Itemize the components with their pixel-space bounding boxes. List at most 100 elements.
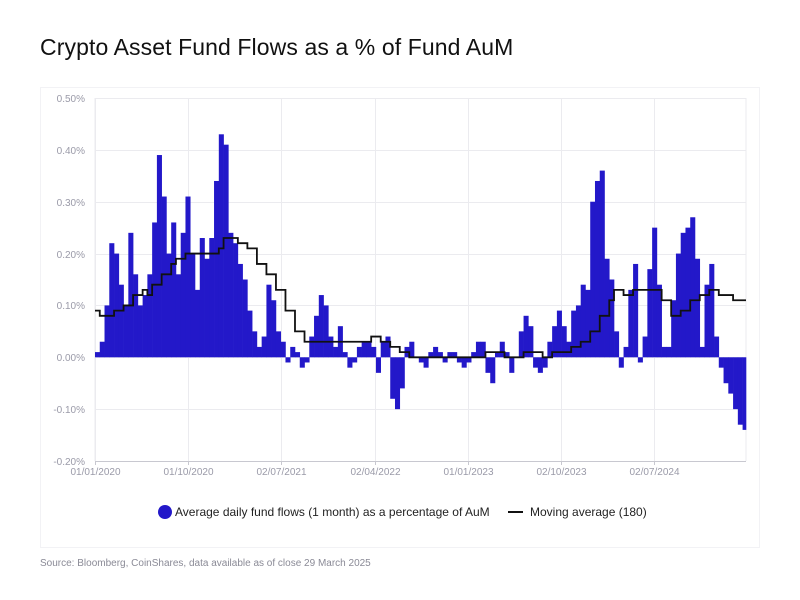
flow-bar <box>480 341 486 358</box>
flow-bar <box>499 341 505 358</box>
flow-bar <box>109 243 115 358</box>
flow-bar <box>361 341 367 358</box>
flow-bar <box>666 346 672 358</box>
flow-bar <box>375 357 381 373</box>
y-tick-label: 0.40% <box>57 146 85 157</box>
flow-bar <box>590 201 596 358</box>
flow-bar <box>528 326 534 358</box>
flow-bar <box>275 331 282 358</box>
flow-bar <box>166 253 172 358</box>
flow-bar <box>342 352 348 358</box>
flow-bar <box>185 196 191 358</box>
flow-bar <box>618 357 624 368</box>
x-tick-label: 02/04/2022 <box>350 467 400 478</box>
flow-bar <box>533 357 539 368</box>
flow-bar <box>652 227 658 358</box>
flow-bar <box>256 346 262 358</box>
flow-bar <box>347 357 353 368</box>
flow-bar <box>271 300 277 358</box>
y-tick-label: 0.30% <box>57 198 85 209</box>
flow-bar <box>642 336 648 358</box>
flow-bar <box>637 357 643 363</box>
flow-bar <box>490 357 496 384</box>
flow-bar <box>156 155 162 358</box>
x-tick-label: 02/07/2021 <box>256 467 306 478</box>
flow-bar <box>452 352 458 358</box>
flow-bar <box>671 300 677 358</box>
y-tick-label: 0.20% <box>57 250 85 261</box>
flow-bar <box>585 289 591 358</box>
flow-bar <box>604 258 610 358</box>
flow-bar <box>423 357 429 368</box>
legend-label-moving-average: Moving average (180) <box>530 505 647 519</box>
flow-bar <box>261 336 267 358</box>
flow-bar <box>518 331 524 358</box>
flow-bar <box>214 180 220 358</box>
flow-bar <box>556 310 562 358</box>
flow-bar <box>737 357 743 425</box>
flow-bar <box>266 284 272 358</box>
flow-bar <box>237 263 243 358</box>
x-tick-label: 02/10/2023 <box>536 467 586 478</box>
flow-bar <box>609 279 615 358</box>
flow-bar <box>299 357 305 368</box>
flow-bar <box>223 144 229 358</box>
flow-bar <box>366 341 372 358</box>
flow-bar <box>333 346 339 358</box>
flow-bar <box>314 315 320 358</box>
flow-bar <box>328 336 334 358</box>
flow-bar <box>647 269 653 358</box>
flow-bar <box>142 295 148 358</box>
flow-bar <box>542 357 548 368</box>
flow-bar <box>409 341 415 358</box>
flow-bar <box>656 284 662 358</box>
flow-bar <box>123 305 129 358</box>
flow-bar <box>733 357 739 410</box>
flow-bar <box>433 346 439 358</box>
flow-bar <box>152 222 158 358</box>
flow-bar <box>285 357 291 363</box>
flow-bar <box>147 274 153 358</box>
flow-bar <box>547 341 553 358</box>
flow-bar <box>118 284 124 358</box>
flow-bar <box>209 238 215 358</box>
flow-bar <box>290 346 296 358</box>
y-tick-label: -0.20% <box>53 457 85 468</box>
flow-bar <box>318 295 324 358</box>
flow-bar <box>594 180 601 358</box>
flow-bar <box>99 341 105 358</box>
flow-bar <box>228 232 234 358</box>
flow-bar <box>95 352 101 358</box>
flow-bar <box>442 357 448 363</box>
flow-bar <box>180 232 186 358</box>
flow-bar <box>218 134 224 358</box>
legend-label-flows: Average daily fund flows (1 month) as a … <box>175 505 490 519</box>
flow-bar <box>294 352 301 358</box>
source-note: Source: Bloomberg, CoinShares, data avai… <box>40 558 371 569</box>
y-tick-label: 0.00% <box>57 353 85 364</box>
flow-bar <box>437 352 443 358</box>
flow-bar <box>242 279 248 358</box>
flow-bar <box>394 357 401 410</box>
flow-bar <box>309 336 315 358</box>
flow-bar <box>523 315 529 358</box>
flow-bar <box>580 284 586 358</box>
flow-bar <box>447 352 453 358</box>
y-tick-label: -0.10% <box>53 405 85 416</box>
flow-bar <box>485 357 491 373</box>
x-tick-label: 02/07/2024 <box>629 467 679 478</box>
flow-bar <box>709 263 715 358</box>
flow-bar <box>661 346 667 358</box>
legend: Average daily fund flows (1 month) as a … <box>158 505 647 519</box>
flow-bar <box>133 274 139 358</box>
flow-bar <box>504 352 510 358</box>
flow-bar <box>599 170 605 358</box>
flow-bar <box>104 305 110 358</box>
flow-bar <box>690 217 696 358</box>
flow-bar <box>704 284 710 358</box>
flow-bar <box>475 341 481 358</box>
flow-bar <box>561 326 567 358</box>
moving-average-line <box>95 237 746 359</box>
axis-layer: 0.50% 0.40% 0.30% 0.20% 0.10% 0.00% -0.10% -0.2… <box>53 94 746 478</box>
